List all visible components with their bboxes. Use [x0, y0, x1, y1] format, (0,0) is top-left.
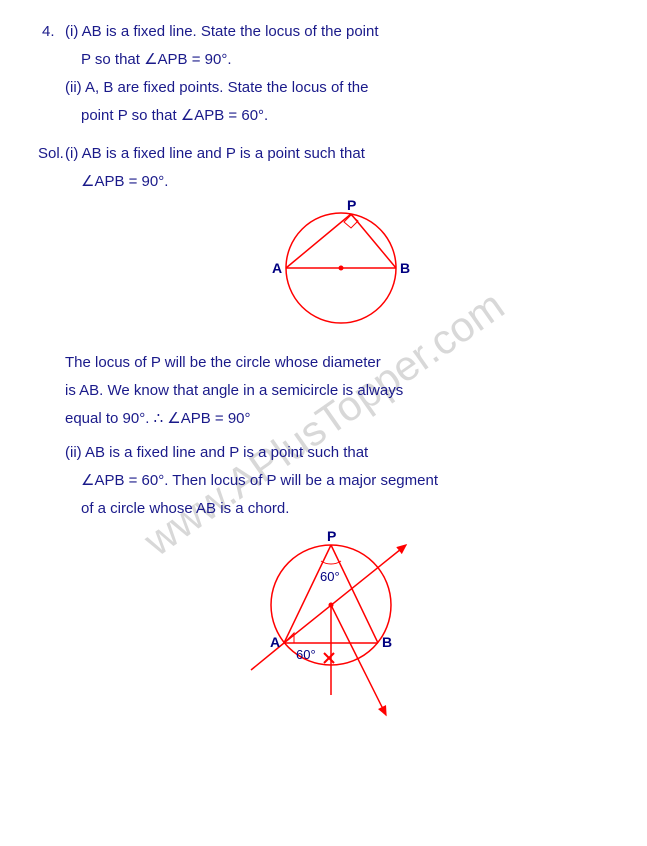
- svg-text:A: A: [270, 634, 280, 650]
- diagram-semicircle: A B P: [251, 198, 431, 343]
- svg-text:A: A: [272, 260, 282, 276]
- svg-text:B: B: [400, 260, 410, 276]
- question-number: 4.: [42, 20, 55, 44]
- svg-text:P: P: [327, 528, 336, 544]
- page-content: 4. (i) AB is a fixed line. State the loc…: [30, 20, 617, 725]
- sol-part2-line2: ∠APB = 60°. Then locus of P will be a ma…: [81, 469, 617, 493]
- svg-text:60°: 60°: [320, 569, 340, 584]
- question-part1-line1: (i) AB is a fixed line. State the locus …: [65, 20, 617, 44]
- question-part2-line1: (ii) A, B are fixed points. State the lo…: [65, 76, 617, 100]
- solution-label: Sol.: [38, 142, 64, 166]
- svg-text:B: B: [382, 634, 392, 650]
- sol-part1-ans1: The locus of P will be the circle whose …: [65, 351, 617, 375]
- sol-part1-line1: (i) AB is a fixed line and P is a point …: [65, 142, 617, 166]
- svg-text:P: P: [347, 198, 356, 213]
- question-part2-line2: point P so that ∠APB = 60°.: [81, 104, 617, 128]
- sol-part2-line3: of a circle whose AB is a chord.: [81, 497, 617, 521]
- diagram-major-segment: A B P 60° 60°: [236, 525, 446, 725]
- sol-part2-line1: (ii) AB is a fixed line and P is a point…: [65, 441, 617, 465]
- sol-part1-line2: ∠APB = 90°.: [81, 170, 617, 194]
- svg-text:60°: 60°: [296, 647, 316, 662]
- question-part1-line2: P so that ∠APB = 90°.: [81, 48, 617, 72]
- sol-part1-ans2: is AB. We know that angle in a semicircl…: [65, 379, 617, 403]
- sol-part1-ans3: equal to 90°. ∴ ∠APB = 90°: [65, 407, 617, 431]
